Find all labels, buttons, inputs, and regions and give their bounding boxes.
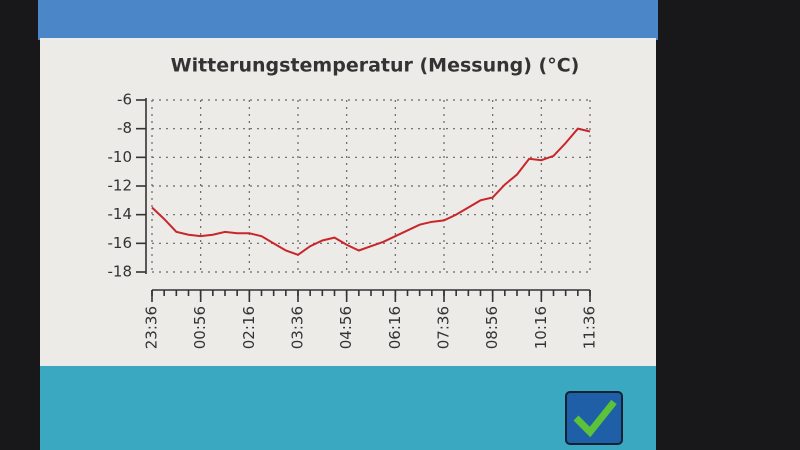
- x-tick-label: 11:36: [581, 306, 599, 349]
- chart-title: Witterungstemperatur (Messung) (°C): [171, 55, 580, 77]
- y-tick-label: -14: [108, 205, 133, 223]
- y-tick-label: -10: [108, 148, 133, 166]
- y-tick-label: -6: [117, 91, 132, 109]
- x-tick-label: 08:56: [483, 306, 501, 349]
- footer-bar: [40, 366, 656, 450]
- y-tick-label: -12: [108, 177, 133, 195]
- x-tick-label: 23:36: [143, 306, 161, 349]
- plot: -6 -8 -10 -12 -14 -16 -18 23:36 00:56 02:16 03:36 0…: [108, 91, 599, 350]
- x-tick-label: 07:36: [435, 306, 453, 349]
- temperature-line: [151, 127, 591, 256]
- x-tick-label: 02:16: [240, 306, 258, 349]
- x-tick-label: 04:56: [337, 306, 355, 349]
- button-bg[interactable]: [565, 391, 623, 445]
- y-tick-label: -16: [108, 234, 133, 252]
- header-bar: [38, 0, 658, 40]
- x-tick-label: 10:16: [532, 306, 550, 349]
- x-tick-label: 06:16: [386, 306, 404, 349]
- chart-area: [40, 38, 656, 368]
- confirm-button[interactable]: [565, 391, 623, 445]
- y-tick-label: -18: [108, 263, 133, 281]
- y-tick-label: -8: [117, 119, 132, 137]
- check-icon[interactable]: [573, 399, 617, 438]
- x-tick-label: 00:56: [191, 306, 209, 349]
- x-tick-label: 03:36: [289, 306, 307, 349]
